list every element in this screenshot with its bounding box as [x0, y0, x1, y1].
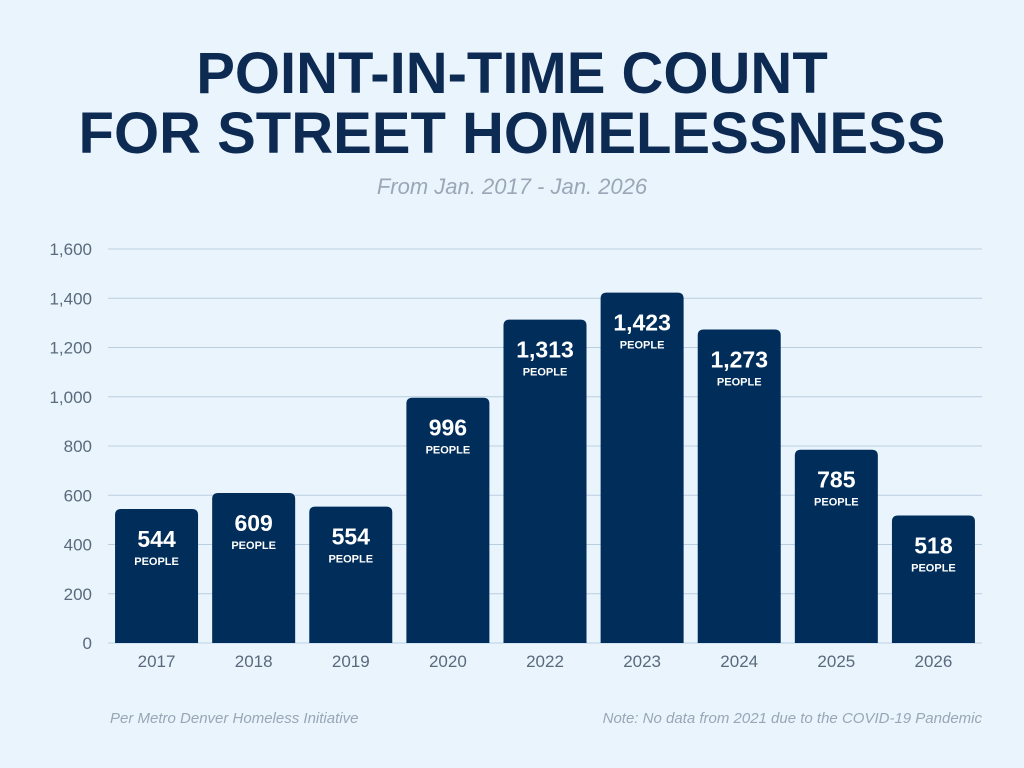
bar-value-label: 1,273 — [710, 347, 768, 373]
bar-unit-label: PEOPLE — [426, 445, 471, 457]
x-tick-label: 2020 — [429, 652, 467, 671]
y-tick-label: 600 — [64, 486, 92, 505]
y-tick-label: 800 — [64, 437, 92, 456]
bar — [309, 506, 393, 643]
bar — [115, 509, 199, 643]
x-tick-label: 2023 — [623, 652, 661, 671]
x-tick-label: 2024 — [720, 652, 758, 671]
chart-title-line-1: POINT-IN-TIME COUNT — [196, 41, 828, 106]
x-tick-label: 2018 — [235, 652, 273, 671]
bar-unit-label: PEOPLE — [134, 556, 179, 568]
y-tick-label: 1,000 — [49, 388, 92, 407]
source-note: Per Metro Denver Homeless Initiative — [110, 710, 359, 727]
bar — [212, 493, 296, 643]
bar-unit-label: PEOPLE — [231, 540, 276, 552]
bar — [503, 319, 587, 643]
y-tick-label: 1,600 — [49, 240, 92, 259]
chart-title: POINT-IN-TIME COUNT FOR STREET HOMELESSN… — [0, 44, 1024, 164]
x-tick-label: 2022 — [526, 652, 564, 671]
bar-value-label: 996 — [429, 415, 467, 441]
y-tick-label: 1,400 — [49, 289, 92, 308]
bar-value-label: 609 — [234, 510, 272, 536]
x-tick-label: 2026 — [915, 652, 953, 671]
bar — [891, 515, 975, 643]
x-tick-label: 2017 — [138, 652, 176, 671]
y-tick-label: 400 — [64, 536, 92, 555]
y-tick-label: 200 — [64, 585, 92, 604]
bar — [600, 292, 684, 643]
chart-subtitle: From Jan. 2017 - Jan. 2026 — [376, 174, 648, 199]
bar — [406, 397, 490, 643]
chart-title-line-2: FOR STREET HOMELESSNESS — [78, 101, 946, 166]
bar-unit-label: PEOPLE — [717, 377, 762, 389]
bar-value-label: 518 — [914, 532, 953, 558]
x-tick-label: 2019 — [332, 652, 370, 671]
bar-unit-label: PEOPLE — [620, 340, 665, 352]
bar-value-label: 1,313 — [516, 337, 574, 363]
x-tick-label: 2025 — [817, 652, 855, 671]
bar-value-label: 1,423 — [613, 310, 671, 336]
bar-unit-label: PEOPLE — [911, 562, 956, 574]
bar — [697, 329, 781, 643]
bar-unit-label: PEOPLE — [328, 554, 373, 566]
bar-value-label: 554 — [332, 524, 371, 550]
bar — [794, 449, 878, 643]
bar-value-label: 544 — [137, 526, 176, 552]
bar-unit-label: PEOPLE — [523, 367, 568, 379]
bar-value-label: 785 — [817, 467, 856, 493]
y-tick-label: 0 — [83, 634, 92, 653]
bar-unit-label: PEOPLE — [814, 497, 859, 509]
y-tick-label: 1,200 — [49, 339, 92, 358]
covid-note: Note: No data from 2021 due to the COVID… — [602, 710, 982, 727]
